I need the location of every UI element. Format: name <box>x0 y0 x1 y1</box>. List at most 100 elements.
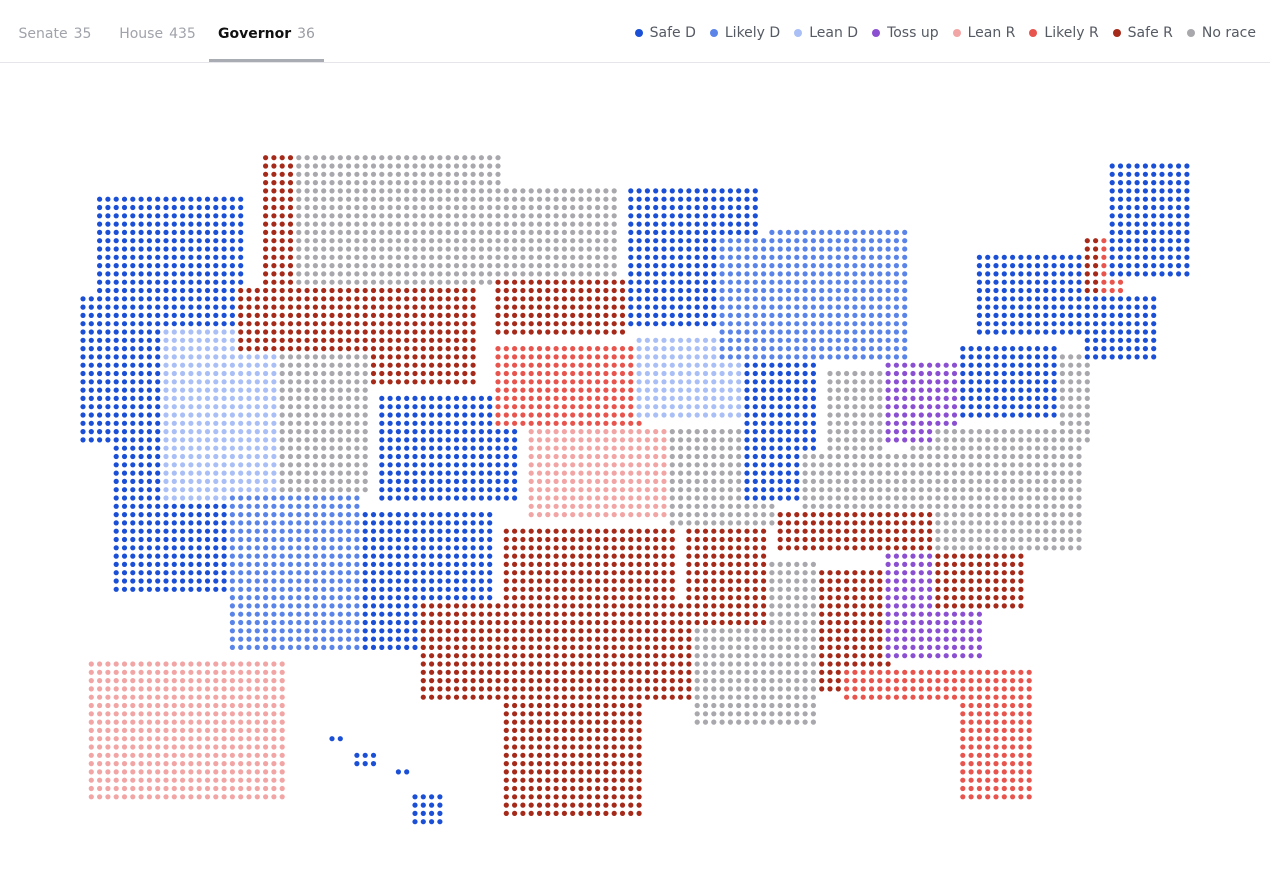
map-dot <box>429 238 435 244</box>
map-dot <box>204 370 211 377</box>
map-dot <box>387 595 393 601</box>
map-dot <box>727 636 734 642</box>
map-dot <box>520 711 526 717</box>
map-dot <box>802 694 808 700</box>
map-dot <box>445 296 451 302</box>
map-dot <box>304 586 310 592</box>
map-dot <box>578 694 584 700</box>
map-dot <box>578 810 584 817</box>
map-dot <box>470 595 476 601</box>
map-dot <box>370 536 377 543</box>
map-dot <box>553 395 559 401</box>
map-dot <box>769 246 775 252</box>
map-dot <box>511 271 518 277</box>
map-dot <box>337 379 343 385</box>
map-dot <box>279 462 285 468</box>
map-dot <box>429 495 435 501</box>
map-dot <box>180 495 186 501</box>
legend-item: Safe D <box>634 25 696 41</box>
map-dot <box>578 238 584 244</box>
map-dot <box>155 387 161 393</box>
map-dot <box>412 429 418 435</box>
map-dot <box>595 362 601 368</box>
map-dot <box>254 429 260 435</box>
map-dot <box>528 536 534 543</box>
map-dot <box>171 370 177 377</box>
map-dot <box>429 653 435 659</box>
map-dot <box>744 337 750 343</box>
map-dot <box>619 304 626 310</box>
tab-senate[interactable]: Senate 35 <box>10 0 100 62</box>
map-dot <box>719 686 725 692</box>
map-dot <box>437 346 443 352</box>
map-dot <box>146 321 152 327</box>
map-dot <box>171 495 177 501</box>
map-dot <box>379 379 385 385</box>
map-dot <box>379 553 385 559</box>
map-dot <box>329 387 335 393</box>
map-dot <box>395 321 401 327</box>
map-dot <box>603 694 609 700</box>
map-dot <box>254 312 260 318</box>
map-dot <box>130 462 136 468</box>
map-dot <box>321 603 327 609</box>
map-dot <box>628 279 634 285</box>
map-dot <box>694 636 700 642</box>
map-dot <box>404 512 410 518</box>
map-dot <box>279 437 285 443</box>
map-dot <box>121 470 128 476</box>
map-dot <box>138 570 144 576</box>
map-dot <box>802 321 808 327</box>
map-dot <box>387 346 393 352</box>
map-dot <box>121 520 128 526</box>
map-dot <box>229 412 235 418</box>
map-dot <box>279 163 285 169</box>
map-dot <box>420 404 426 410</box>
map-dot <box>321 155 327 161</box>
map-dot <box>678 644 684 651</box>
map-dot <box>238 304 244 310</box>
map-dot <box>395 379 401 385</box>
map-dot <box>97 254 103 260</box>
map-dot <box>354 362 360 368</box>
tab-governor[interactable]: Governor 36 <box>209 0 324 62</box>
map-dot <box>445 163 451 169</box>
map-dot <box>603 470 609 476</box>
map-dot <box>346 561 352 567</box>
map-dot <box>379 586 385 592</box>
map-dot <box>619 769 626 775</box>
map-dot <box>188 429 194 435</box>
map-dot <box>769 669 775 675</box>
map-dot <box>138 503 144 509</box>
map-dot <box>595 420 601 426</box>
map-dot <box>279 296 285 302</box>
map-dot <box>470 678 476 684</box>
map-dot <box>586 221 592 227</box>
map-dot <box>254 354 260 360</box>
map-dot <box>520 204 526 211</box>
map-dot <box>520 603 526 609</box>
map-dot <box>570 794 576 800</box>
map-dot <box>437 528 443 534</box>
map-dot <box>603 785 609 792</box>
map-dot <box>379 578 385 584</box>
map-dot <box>487 420 493 426</box>
map-dot <box>761 453 767 460</box>
map-dot <box>279 628 285 634</box>
map-dot <box>636 619 642 626</box>
map-dot <box>785 678 792 684</box>
map-dot <box>578 661 584 667</box>
map-dot <box>453 304 460 310</box>
map-dot <box>462 653 468 659</box>
map-dot <box>586 453 592 460</box>
map-dot <box>678 213 684 219</box>
map-dot <box>536 744 543 750</box>
tab-house[interactable]: House 435 <box>110 0 205 62</box>
map-dot <box>445 495 451 501</box>
map-dot <box>611 420 617 426</box>
map-dot <box>180 578 186 584</box>
map-dot <box>503 794 509 800</box>
map-dot <box>138 545 144 551</box>
map-dot <box>354 263 360 269</box>
map-dot <box>138 429 144 435</box>
